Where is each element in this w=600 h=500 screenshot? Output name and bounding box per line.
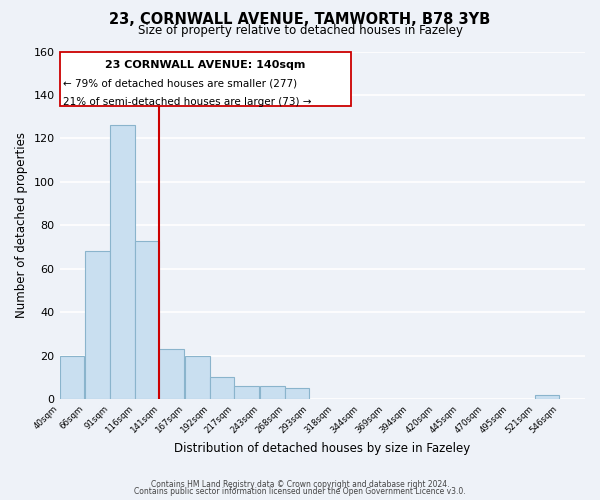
Text: Size of property relative to detached houses in Fazeley: Size of property relative to detached ho…	[137, 24, 463, 37]
Bar	[134, 240, 159, 399]
X-axis label: Distribution of detached houses by size in Fazeley: Distribution of detached houses by size …	[174, 442, 470, 455]
Text: 23, CORNWALL AVENUE, TAMWORTH, B78 3YB: 23, CORNWALL AVENUE, TAMWORTH, B78 3YB	[109, 12, 491, 28]
Bar	[110, 126, 134, 399]
Bar	[59, 356, 84, 399]
Text: ← 79% of detached houses are smaller (277): ← 79% of detached houses are smaller (27…	[64, 78, 298, 88]
Y-axis label: Number of detached properties: Number of detached properties	[15, 132, 28, 318]
Text: 21% of semi-detached houses are larger (73) →: 21% of semi-detached houses are larger (…	[64, 97, 312, 107]
Bar	[159, 349, 184, 399]
Bar	[285, 388, 310, 399]
Bar	[260, 386, 285, 399]
Bar	[209, 378, 235, 399]
Text: Contains HM Land Registry data © Crown copyright and database right 2024.: Contains HM Land Registry data © Crown c…	[151, 480, 449, 489]
Bar	[535, 395, 559, 399]
Bar	[235, 386, 259, 399]
Bar	[185, 356, 209, 399]
FancyBboxPatch shape	[59, 52, 351, 106]
Bar	[85, 252, 110, 399]
Text: 23 CORNWALL AVENUE: 140sqm: 23 CORNWALL AVENUE: 140sqm	[105, 60, 305, 70]
Text: Contains public sector information licensed under the Open Government Licence v3: Contains public sector information licen…	[134, 487, 466, 496]
